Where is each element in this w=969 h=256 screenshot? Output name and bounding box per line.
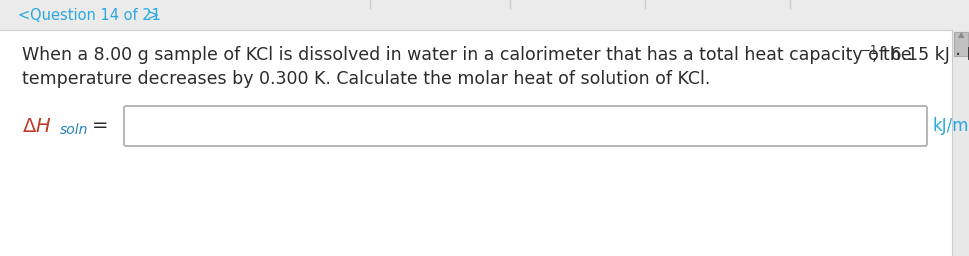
Bar bbox=[0, 0, 969, 30]
FancyBboxPatch shape bbox=[124, 106, 926, 146]
Text: temperature decreases by 0.300 K. Calculate the molar heat of solution of KCl.: temperature decreases by 0.300 K. Calcul… bbox=[22, 70, 709, 88]
Text: $\Delta H$: $\Delta H$ bbox=[22, 116, 51, 135]
Text: −1: −1 bbox=[860, 44, 878, 57]
Text: , the: , the bbox=[871, 46, 911, 64]
Text: <: < bbox=[18, 7, 30, 23]
Text: Question 14 of 21: Question 14 of 21 bbox=[30, 7, 161, 23]
Text: When a 8.00 g sample of KCl is dissolved in water in a calorimeter that has a to: When a 8.00 g sample of KCl is dissolved… bbox=[22, 46, 969, 64]
FancyBboxPatch shape bbox=[953, 32, 967, 56]
Text: =: = bbox=[92, 116, 109, 135]
Text: kJ/mol: kJ/mol bbox=[932, 117, 969, 135]
Text: soln: soln bbox=[60, 123, 88, 137]
Bar bbox=[951, 30, 969, 256]
Text: ▲: ▲ bbox=[956, 30, 963, 39]
Text: >: > bbox=[147, 7, 159, 23]
Bar bbox=[0, 30, 951, 256]
